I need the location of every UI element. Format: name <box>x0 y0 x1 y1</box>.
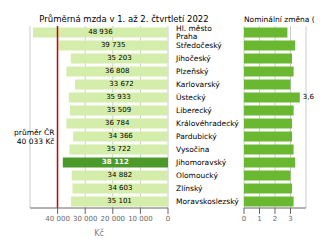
svg-text:Zlínský: Zlínský <box>176 184 203 193</box>
svg-text:Moravskoslezský: Moravskoslezský <box>176 197 239 206</box>
svg-text:Pardubický: Pardubický <box>176 132 217 141</box>
svg-text:Královéhradecký: Královéhradecký <box>176 119 239 128</box>
svg-text:0: 0 <box>166 215 170 223</box>
svg-text:0: 0 <box>242 215 246 223</box>
svg-text:30 000: 30 000 <box>73 215 98 223</box>
svg-text:Olomoucký: Olomoucký <box>176 171 218 180</box>
svg-text:Vysočina: Vysočina <box>176 145 209 154</box>
svg-text:38 112: 38 112 <box>102 158 129 166</box>
html-text:Nominální změna (: Nominální změna ( <box>244 15 315 24</box>
svg-text:Plzeňský: Plzeňský <box>176 67 209 76</box>
svg-text:Karlovarský: Karlovarský <box>176 80 220 89</box>
svg-text:33 672: 33 672 <box>109 80 134 88</box>
svg-text:Středočeský: Středočeský <box>176 41 222 50</box>
svg-text:36 784: 36 784 <box>105 119 130 127</box>
svg-text:40 033 Kč: 40 033 Kč <box>17 137 55 146</box>
svg-text:35 933: 35 933 <box>106 93 131 101</box>
svg-text:Ústecký: Ústecký <box>176 93 206 102</box>
svg-text:10 000: 10 000 <box>128 215 153 223</box>
svg-text:20 000: 20 000 <box>101 215 126 223</box>
svg-text:35 722: 35 722 <box>106 145 131 153</box>
svg-text:34 603: 34 603 <box>108 184 133 192</box>
svg-text:2: 2 <box>273 215 277 223</box>
svg-text:34 882: 34 882 <box>108 171 133 179</box>
svg-text:1: 1 <box>257 215 261 223</box>
svg-text:3,6: 3,6 <box>303 93 315 101</box>
svg-text:39 735: 39 735 <box>101 41 126 49</box>
svg-text:průměr ČR: průměr ČR <box>14 128 54 137</box>
svg-text:40 000: 40 000 <box>45 215 70 223</box>
svg-text:35 509: 35 509 <box>107 106 132 114</box>
svg-text:36 808: 36 808 <box>105 67 130 75</box>
svg-text:Hl. městoPraha: Hl. městoPraha <box>176 24 212 40</box>
svg-text:48 936: 48 936 <box>88 28 113 36</box>
svg-text:35 203: 35 203 <box>107 54 132 62</box>
svg-text:Liberecký: Liberecký <box>176 106 212 115</box>
svg-text:35 101: 35 101 <box>107 197 132 205</box>
svg-text:3: 3 <box>288 215 292 223</box>
html-text:Průměrná mzda v 1. až 2. čtvrt: Průměrná mzda v 1. až 2. čtvrtletí 2022 <box>39 14 209 24</box>
svg-text:34 366: 34 366 <box>108 132 133 140</box>
svg-text:Jihomoravský: Jihomoravský <box>175 158 227 167</box>
svg-text:Kč: Kč <box>94 228 104 238</box>
svg-text:Jihočeský: Jihočeský <box>175 54 211 63</box>
